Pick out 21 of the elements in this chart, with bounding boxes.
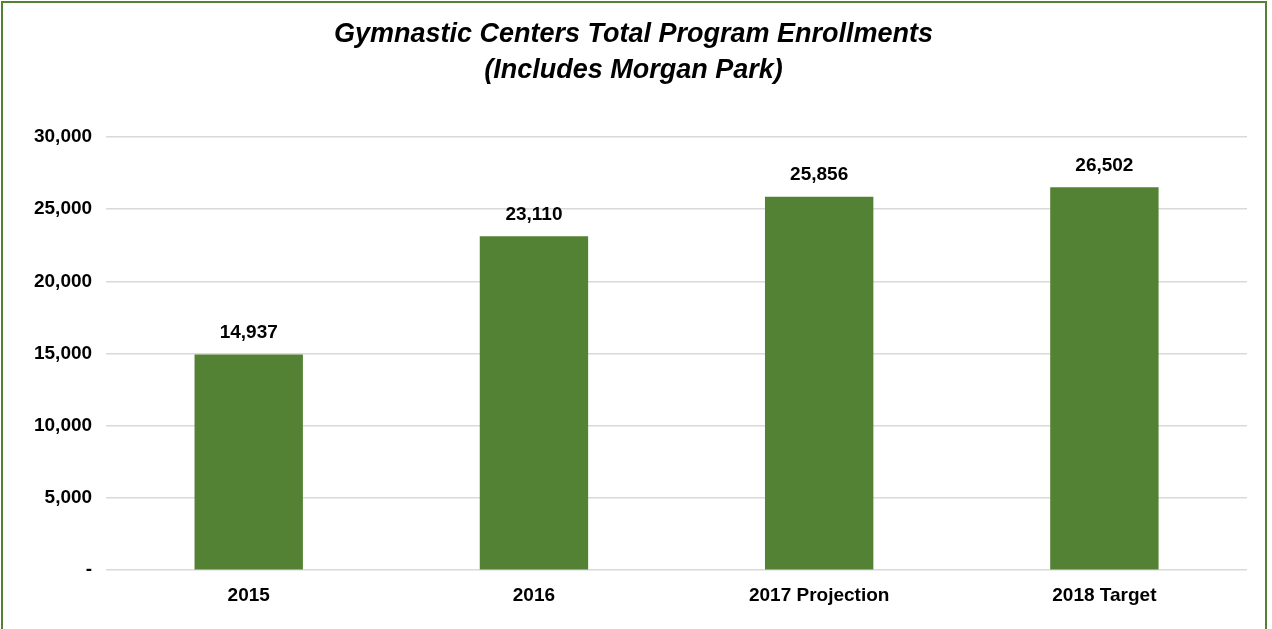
data-label: 23,110 — [505, 203, 563, 225]
bar — [194, 354, 303, 570]
x-tick-label: 2015 — [227, 583, 271, 605]
data-label: 26,502 — [1075, 154, 1134, 176]
chart-subtitle: (Includes Morgan Park) — [484, 54, 783, 85]
chart-title: Gymnastic Centers Total Program Enrollments — [333, 17, 934, 48]
data-label: 25,856 — [790, 163, 849, 185]
y-tick-label: 10,000 — [33, 413, 93, 435]
y-tick-label: 15,000 — [33, 341, 93, 363]
data-label: 14,937 — [219, 321, 278, 343]
y-tick-label: 20,000 — [33, 269, 93, 291]
y-tick-label: 25,000 — [33, 197, 93, 219]
x-tick-label: 2016 — [512, 583, 556, 605]
y-tick-label: 30,000 — [33, 125, 93, 147]
y-tick-label: - — [85, 558, 93, 580]
bar — [1050, 187, 1159, 570]
x-tick-label: 2018 Target — [1052, 583, 1158, 605]
bar — [479, 236, 589, 570]
bar — [764, 196, 874, 570]
x-tick-label: 2017 Projection — [748, 583, 890, 605]
y-tick-label: 5,000 — [44, 486, 93, 508]
